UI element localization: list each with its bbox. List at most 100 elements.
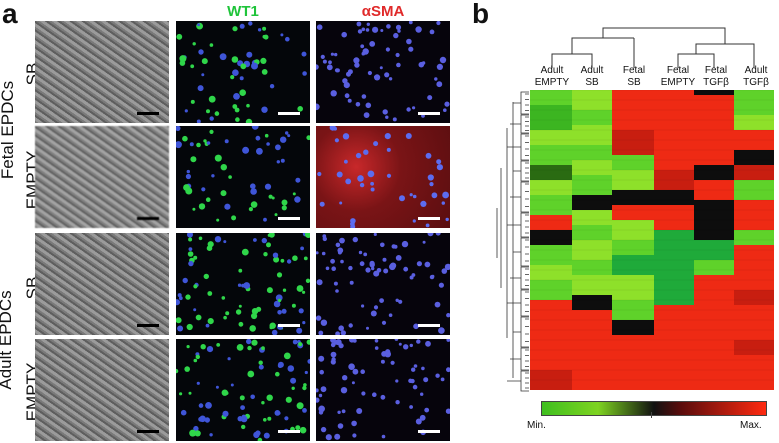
heatmap-cell: [530, 245, 572, 266]
heatmap-cell: [572, 145, 612, 161]
heatmap-cell: [654, 190, 694, 206]
heatmap-column-label-line1: Adult: [744, 65, 768, 76]
heatmap-cell: [572, 295, 612, 311]
heatmap-column-label: Adult EMPTY: [530, 65, 574, 89]
heatmap-cell: [734, 165, 774, 181]
heatmap-cell: [530, 165, 572, 181]
heatmap-cell: [734, 90, 774, 116]
heatmap-cell: [694, 90, 734, 96]
heatmap-cell: [734, 230, 774, 246]
heatmap-cell: [612, 190, 654, 206]
heatmap-cell: [572, 210, 612, 226]
heatmap-cell: [734, 150, 774, 166]
scale-bar: [137, 217, 159, 220]
heatmap-column-label-line1: Fetal: [622, 65, 646, 76]
panel-b-letter: b: [472, 0, 490, 29]
color-scale-tick: [651, 412, 652, 418]
heatmap-column-label-line2: SB: [627, 77, 641, 88]
heatmap-column-label-line1: Fetal: [666, 65, 690, 76]
heatmap-cell: [734, 115, 774, 131]
scale-bar: [418, 430, 440, 433]
heatmap-cell: [734, 355, 774, 390]
heatmap-cell: [530, 130, 572, 146]
heatmap-cell: [694, 275, 734, 390]
scale-bar: [418, 324, 440, 327]
heatmap-cell: [654, 280, 694, 306]
heatmap-cell: [612, 205, 654, 221]
heatmap-cell: [612, 240, 654, 256]
heatmap-cell: [530, 195, 572, 216]
heatmap-cell: [572, 310, 612, 326]
heatmap-cell: [572, 225, 612, 241]
heatmap-cell: [530, 300, 572, 371]
scale-bar: [418, 112, 440, 115]
heatmap-cell: [694, 215, 734, 241]
scale-bar: [278, 112, 300, 115]
heatmap-column-label: Fetal SB: [612, 65, 656, 89]
heatmap-cell: [734, 180, 774, 201]
heatmap-cell: [530, 90, 572, 106]
legend-min-label: Min.: [527, 420, 546, 431]
heatmap-cell: [612, 275, 654, 301]
heatmap-cell: [530, 265, 572, 281]
heatmap-cell: [572, 260, 612, 276]
heatmap-cell: [654, 305, 694, 390]
heatmap-cell: [530, 145, 572, 166]
heatmap-column-label-line2: EMPTY: [534, 77, 570, 88]
heatmap-cell: [654, 230, 694, 251]
heatmap-column-label-line1: Adult: [540, 65, 564, 76]
heatmap-column-label: Fetal EMPTY: [656, 65, 700, 89]
heatmap-cell: [572, 275, 612, 296]
heatmap-cell: [654, 250, 694, 281]
heatmap-cell: [530, 370, 572, 390]
scale-bar: [137, 324, 159, 327]
heatmap-column-label-line1: Adult: [580, 65, 604, 76]
heatmap-cell: [612, 170, 654, 191]
heatmap-cell: [734, 130, 774, 151]
heatmap-column-label: Adult SB: [570, 65, 614, 89]
heatmap-cell: [572, 325, 612, 390]
heatmap-cell: [612, 220, 654, 241]
heatmap-cell: [694, 95, 734, 166]
heatmap-column-label-line2: SB: [585, 77, 599, 88]
asma-column-header: αSMA: [361, 3, 405, 20]
wt1-column-header: WT1: [227, 3, 259, 20]
heatmap-cell: [530, 280, 572, 301]
heatmap-column-label: Adult TGFβ: [734, 65, 778, 89]
heatmap-cell: [572, 175, 612, 196]
heatmap-cell: [734, 340, 774, 356]
heatmap-cell: [694, 240, 734, 261]
heatmap-column-label-line1: Fetal: [704, 65, 728, 76]
heatmap-cell: [694, 260, 734, 276]
heatmap-cell: [612, 90, 654, 131]
heatmap-column-label-line2: TGFβ: [703, 77, 729, 88]
micrograph-adult-sb-phase: [35, 233, 169, 335]
heatmap-cell: [612, 300, 654, 321]
column-dendrogram: [551, 27, 755, 68]
heatmap-cell: [734, 200, 774, 231]
micrograph-fetal-sb-phase: [35, 21, 169, 123]
heatmap-cell: [654, 205, 694, 231]
heatmap-cell: [654, 170, 694, 191]
micrograph-adult-sb-asma: [316, 233, 450, 335]
color-scale-bar: [541, 401, 767, 416]
heatmap-cell: [530, 215, 572, 231]
heatmap-cell: [530, 230, 572, 246]
heatmap-cell: [572, 195, 612, 211]
heatmap-cell: [694, 165, 734, 181]
scale-bar: [278, 217, 300, 220]
heatmap-cell: [694, 200, 734, 216]
micrograph-fetal-sb-asma: [316, 21, 450, 123]
heatmap-cell: [654, 90, 694, 171]
heatmap-cell: [694, 180, 734, 201]
scale-bar: [418, 217, 440, 220]
micrograph-fetal-empty-wt1: [176, 126, 310, 228]
micrograph-adult-empty-asma: [316, 339, 450, 441]
row-dendrogram: [496, 91, 529, 392]
micrograph-fetal-sb-wt1: [176, 21, 310, 123]
heatmap-cell: [530, 180, 572, 196]
micrograph-adult-empty-wt1: [176, 339, 310, 441]
heatmap-cell: [530, 105, 572, 131]
expression-heatmap: [530, 90, 774, 390]
heatmap-column-label-line2: EMPTY: [660, 77, 696, 88]
